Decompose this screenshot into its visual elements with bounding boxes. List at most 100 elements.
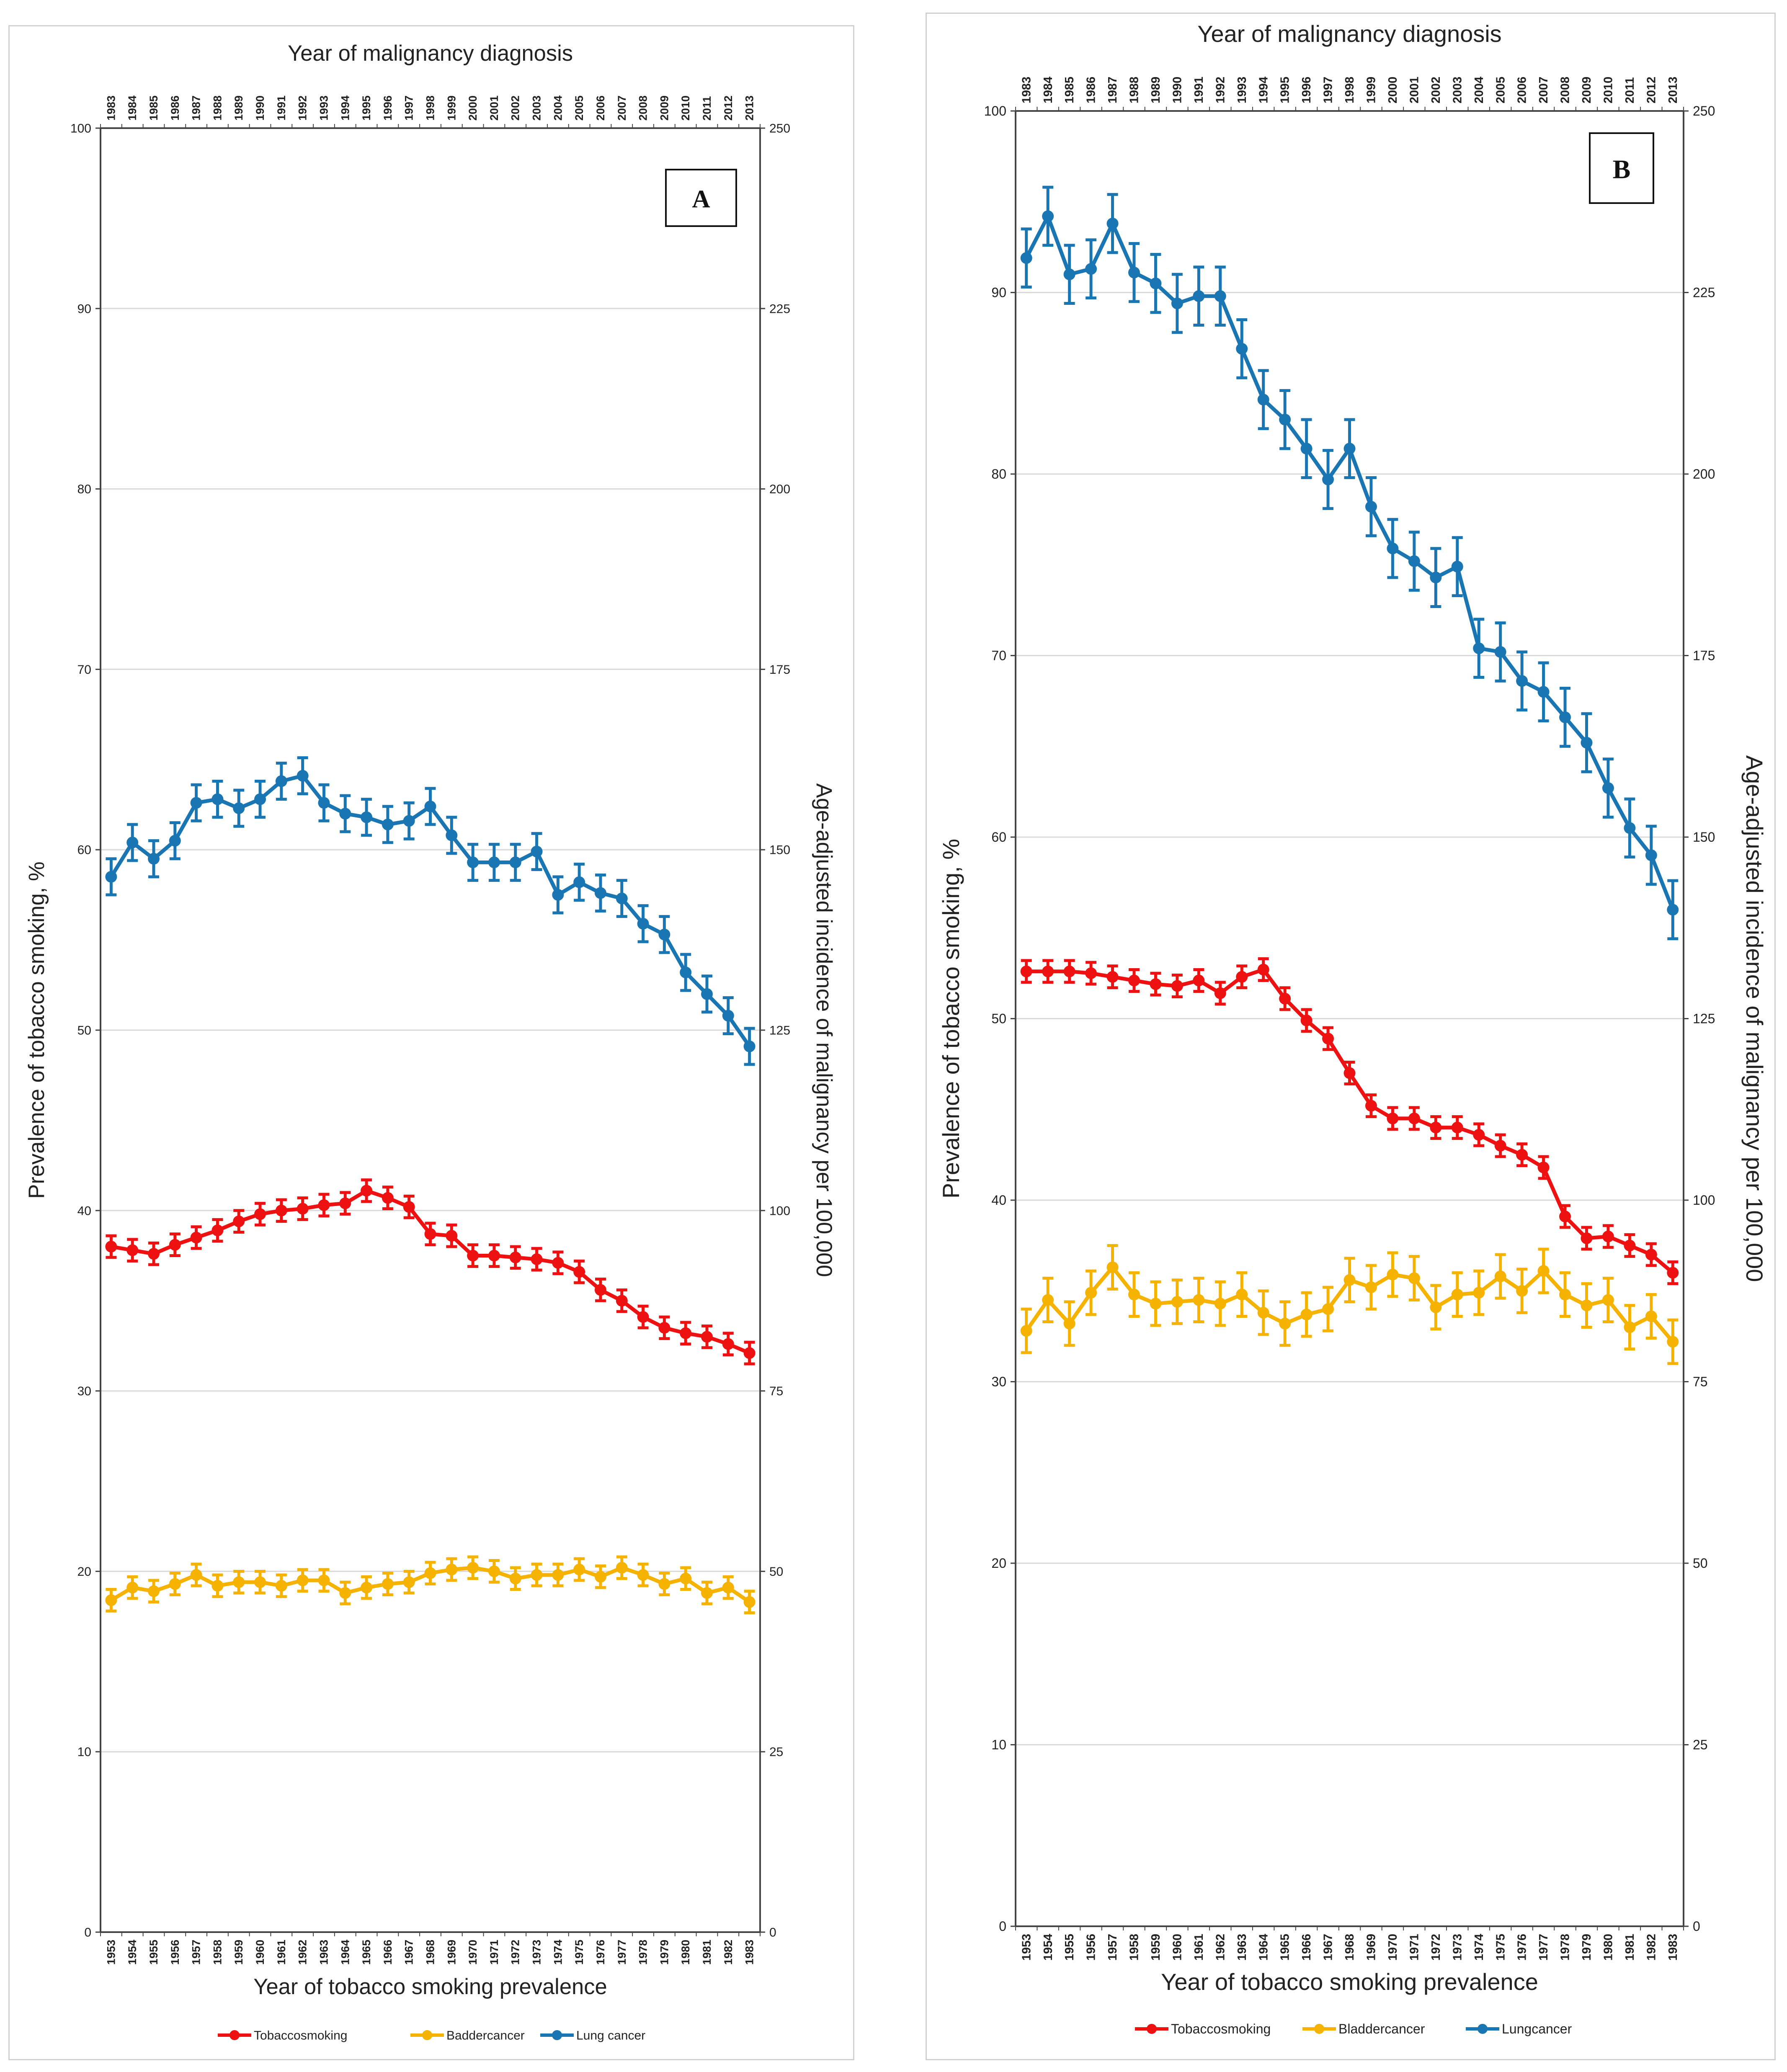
panel-a-frame — [8, 25, 854, 2060]
x-top-tick-label: 2012 — [722, 95, 735, 121]
data-point — [1063, 268, 1075, 281]
y2-axis-title: Age-adjusted incidence of malignancy per… — [812, 783, 836, 1277]
x-bottom-tick-label: 1959 — [232, 1940, 245, 1965]
y2-tick-label: 175 — [1693, 648, 1715, 663]
data-point — [1063, 965, 1075, 977]
x-top-tick-label: 2013 — [1666, 77, 1680, 103]
y-tick-label: 80 — [991, 466, 1006, 482]
data-point — [297, 1574, 309, 1586]
y2-tick-label: 175 — [769, 663, 790, 677]
x-top-tick-label: 1983 — [1020, 77, 1033, 103]
x-bottom-tick-label: 1983 — [743, 1940, 756, 1965]
x-bottom-tick-label: 1976 — [594, 1940, 607, 1965]
data-point — [1128, 1289, 1140, 1301]
data-point — [637, 917, 649, 930]
data-point — [722, 1582, 734, 1594]
data-point — [233, 1215, 245, 1227]
x-bottom-tick-label: 1982 — [722, 1940, 735, 1965]
y-axis-title: Prevalence of tobacco smoking, % — [938, 839, 964, 1198]
data-point — [680, 1572, 692, 1585]
series-bladder-cancer — [105, 1555, 756, 1614]
x-top-tick-label: 2003 — [1451, 77, 1464, 103]
y-tick-label: 10 — [991, 1737, 1006, 1752]
data-point — [297, 1203, 309, 1215]
data-point — [616, 1562, 628, 1574]
y-tick-label: 90 — [77, 302, 91, 316]
x-top-tick-label: 2007 — [616, 95, 628, 121]
data-point — [1042, 210, 1054, 222]
x-top-tick-label: 2001 — [488, 95, 500, 121]
data-point — [1667, 1336, 1679, 1348]
legend-swatch-marker — [552, 2030, 562, 2040]
data-point — [105, 1240, 117, 1252]
x-top-tick-label: 1991 — [275, 95, 288, 121]
data-point — [1602, 782, 1614, 794]
x-bottom-tick-label: 1977 — [616, 1940, 628, 1965]
x-bottom-tick-label: 1970 — [467, 1940, 479, 1965]
panel-label: A — [692, 185, 710, 213]
data-point — [254, 1576, 266, 1588]
x-top-tick-label: 1988 — [211, 95, 224, 121]
data-point — [1667, 1267, 1679, 1279]
x-bottom-tick-label: 1973 — [531, 1940, 543, 1965]
data-point — [594, 1284, 606, 1296]
y2-tick-label: 125 — [769, 1024, 790, 1038]
x-bottom-tick-label: 1954 — [126, 1940, 139, 1965]
data-point — [701, 1587, 713, 1599]
data-point — [1581, 1232, 1593, 1245]
x-top-tick-label: 1998 — [1343, 77, 1356, 103]
x-bottom-tick-label: 1965 — [1279, 1934, 1292, 1961]
data-point — [1365, 1100, 1377, 1112]
y2-axis-title: Age-adjusted incidence of malignancy per… — [1741, 755, 1768, 1282]
x-bottom-tick-label: 1967 — [1322, 1934, 1335, 1961]
x-bottom-tick-label: 1976 — [1516, 1934, 1529, 1961]
data-point — [1106, 971, 1119, 983]
x-top-tick-label: 1999 — [1365, 77, 1378, 103]
x-top-tick-label: 2003 — [531, 95, 543, 121]
data-point — [275, 1204, 287, 1216]
data-point — [1042, 1294, 1054, 1306]
x-bottom-tick-label: 1975 — [573, 1940, 585, 1965]
x-top-tick-label: 2008 — [637, 95, 650, 121]
data-point — [616, 892, 628, 905]
x-top-tick-label: 1989 — [232, 95, 245, 121]
x-top-tick-label: 2009 — [658, 95, 670, 121]
x-bottom-tick-label: 1961 — [1192, 1934, 1206, 1961]
x-top-tick-label: 1992 — [1214, 77, 1227, 103]
y2-tick-label: 200 — [769, 482, 790, 496]
x-top-tick-label: 1984 — [126, 95, 139, 121]
data-point — [1150, 1298, 1162, 1310]
x-bottom-tick-label: 1955 — [147, 1940, 160, 1965]
y-axis-title: Prevalence of tobacco smoking, % — [24, 861, 49, 1198]
legend-label: Tobaccosmoking — [254, 2029, 347, 2043]
data-point — [701, 1331, 713, 1343]
data-point — [318, 1199, 330, 1211]
data-point — [509, 1251, 521, 1263]
data-point — [680, 966, 692, 979]
data-point — [275, 775, 287, 787]
data-point — [403, 1576, 415, 1588]
x-top-tick-label: 1986 — [1085, 77, 1098, 103]
legend-label: Baddercancer — [446, 2029, 525, 2043]
data-point — [1214, 290, 1226, 302]
x-bottom-tick-label: 1968 — [424, 1940, 437, 1965]
data-point — [1537, 686, 1550, 698]
data-point — [1236, 971, 1248, 983]
x-top-tick-label: 1995 — [1279, 77, 1292, 103]
x-bottom-tick-label: 1963 — [1235, 1934, 1249, 1961]
x-top-tick-label: 2000 — [1386, 77, 1400, 103]
x-bottom-tick-label: 1978 — [1559, 1934, 1572, 1961]
data-point — [1430, 1121, 1442, 1134]
data-point — [1645, 1310, 1657, 1322]
data-point — [1020, 252, 1032, 264]
x-top-tick-label: 1990 — [1171, 77, 1184, 103]
data-point — [488, 856, 500, 868]
data-point — [1473, 1287, 1485, 1299]
data-point — [1343, 1274, 1356, 1286]
data-point — [1150, 978, 1162, 990]
x-bottom-tick-label: 1962 — [1214, 1934, 1227, 1961]
data-point — [1343, 443, 1356, 455]
data-point — [531, 1253, 543, 1265]
data-point — [105, 1594, 117, 1606]
data-point — [1322, 1033, 1334, 1045]
